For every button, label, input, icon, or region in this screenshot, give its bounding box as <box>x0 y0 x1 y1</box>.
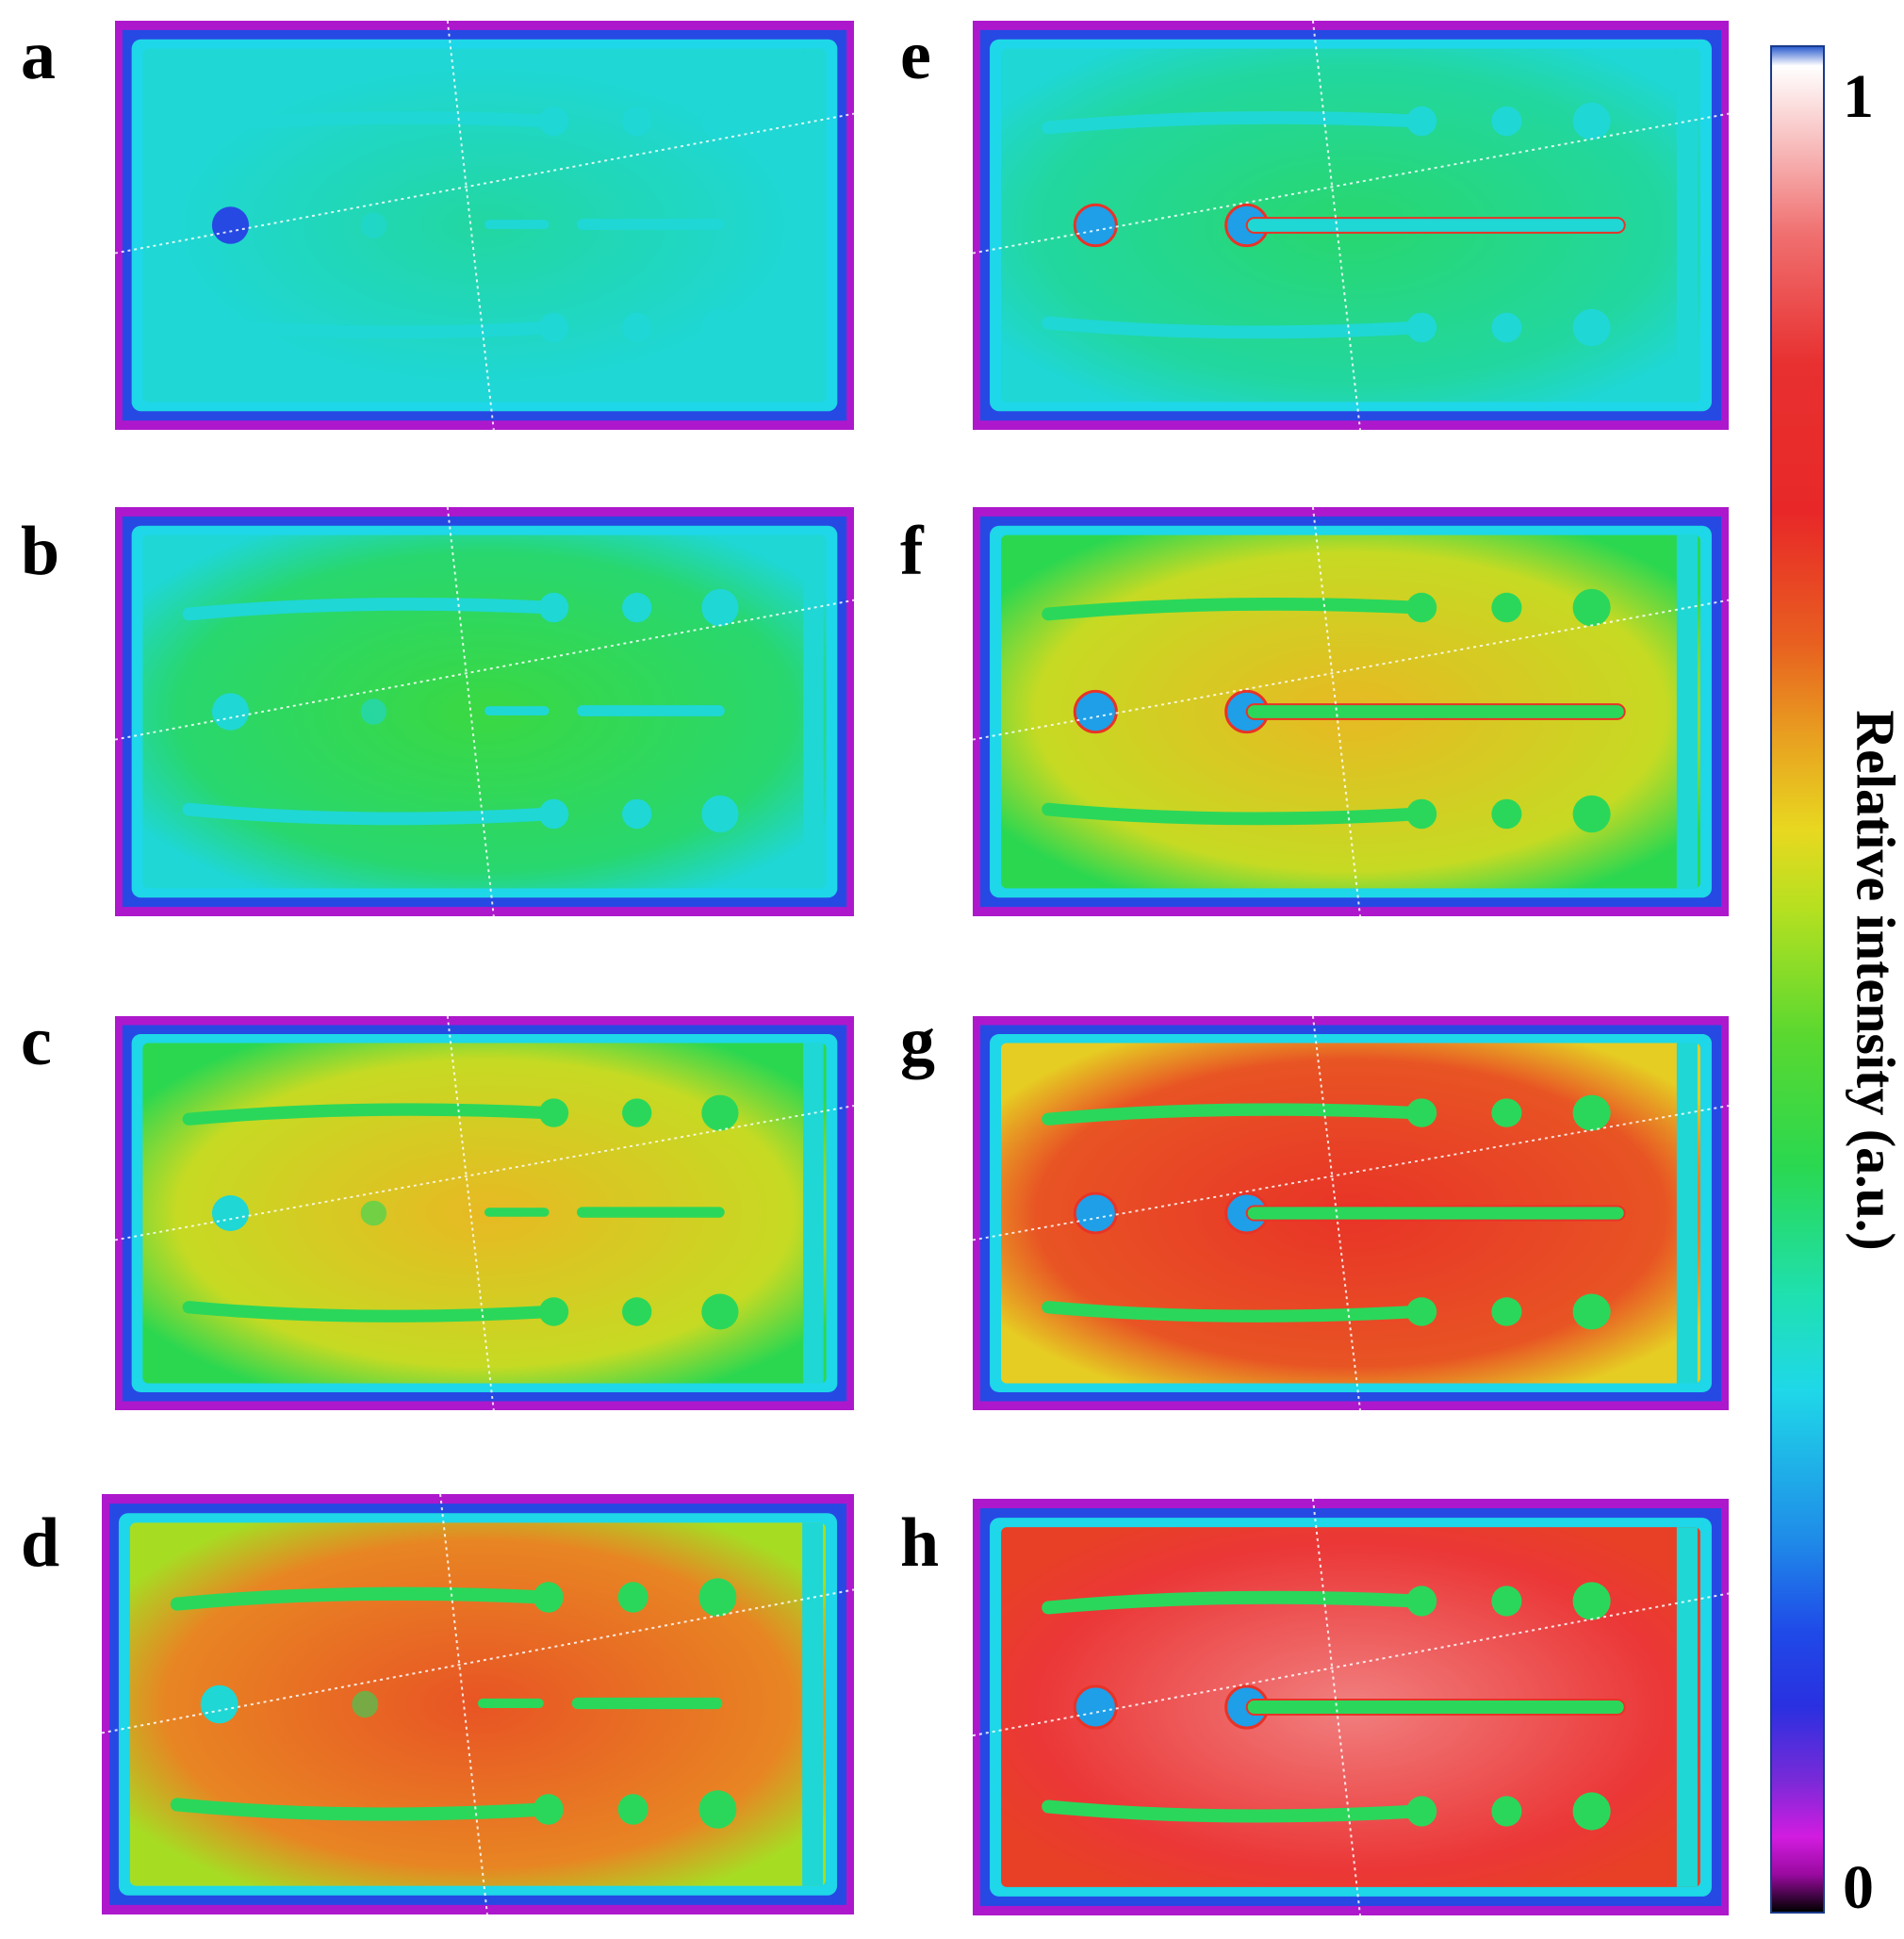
panel-image-f <box>973 507 1729 916</box>
panel-image-b <box>115 507 854 916</box>
colorbar-max-label: 1 <box>1843 62 1874 131</box>
colorbar-min-label: 0 <box>1843 1853 1874 1922</box>
panel-image-h <box>973 1499 1729 1915</box>
colorbar-gradient <box>1770 45 1825 1914</box>
panel-label-h: h <box>900 1504 940 1582</box>
panel-label-d: d <box>21 1504 60 1582</box>
panel-image-e <box>973 21 1729 430</box>
panel-label-g: g <box>900 1003 935 1080</box>
panel-image-c <box>115 1016 854 1410</box>
panel-label-a: a <box>21 17 56 94</box>
colorbar-title: Relative intensity (a.u.) <box>1845 710 1904 1251</box>
panel-label-b: b <box>21 513 60 590</box>
panel-label-e: e <box>900 17 931 94</box>
panel-image-g <box>973 1016 1729 1410</box>
panel-label-f: f <box>900 513 924 590</box>
panel-image-d <box>102 1494 854 1914</box>
panel-label-c: c <box>21 1003 52 1080</box>
colorbar <box>1770 45 1825 1914</box>
panel-image-a <box>115 21 854 430</box>
